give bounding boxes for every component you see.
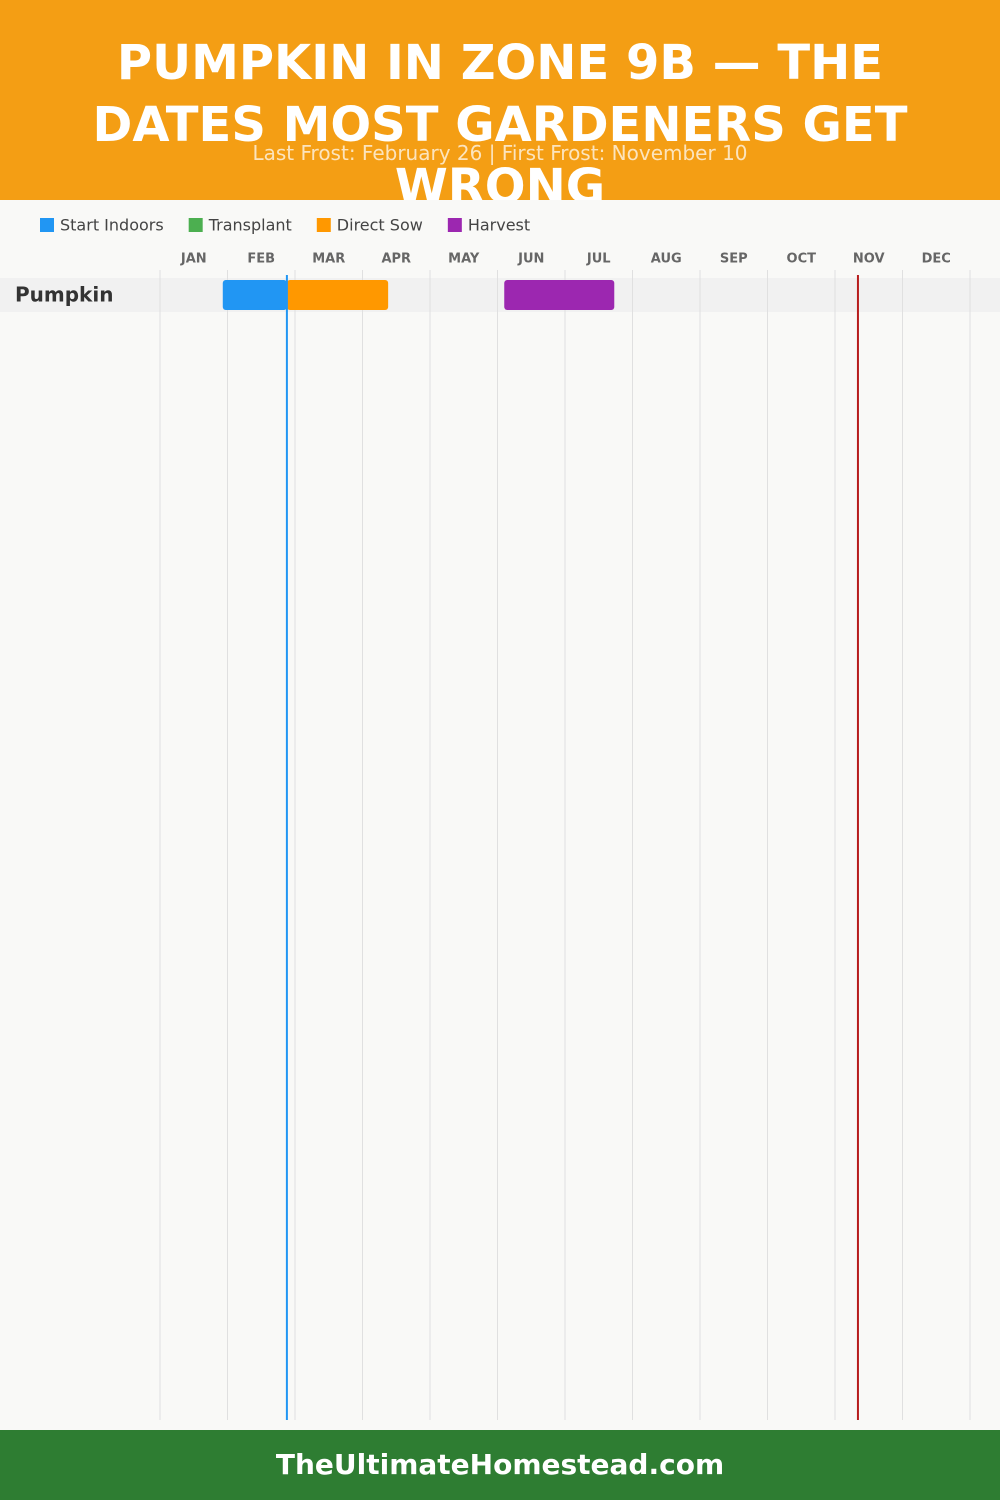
legend-label: Start Indoors <box>60 216 164 235</box>
bar <box>286 280 389 310</box>
bar <box>222 280 287 310</box>
legend-label: Direct Sow <box>337 216 423 235</box>
bar <box>504 280 615 310</box>
month-label: AUG <box>651 252 682 267</box>
title: PUMPKIN IN ZONE 9B — THE DATES MOST GARD… <box>92 35 908 200</box>
legend-swatch <box>447 218 462 232</box>
month-label: JUN <box>517 252 544 267</box>
month-label: MAY <box>448 252 480 267</box>
month-label: OCT <box>787 252 817 267</box>
header: PUMPKIN IN ZONE 9B — THE DATES MOST GARD… <box>0 0 1000 200</box>
month-label: DEC <box>922 252 951 267</box>
month-label: MAR <box>312 252 345 267</box>
subtitle: Last Frost: February 26 | First Frost: N… <box>252 141 748 165</box>
month-label: JAN <box>180 252 207 267</box>
legend-label: Transplant <box>208 216 292 235</box>
legend-swatch <box>188 218 203 232</box>
month-label: JUL <box>586 252 611 267</box>
row-label: Pumpkin <box>15 283 113 307</box>
month-label: FEB <box>247 252 275 267</box>
legend-swatch <box>316 218 331 232</box>
chart: Start Indoors Transplant Direct Sow Harvest… <box>0 216 1000 1420</box>
month-label: APR <box>381 252 411 267</box>
row-band <box>0 278 1000 312</box>
footer: TheUltimateHomestead.com <box>0 1430 1000 1500</box>
month-label: NOV <box>853 252 885 267</box>
legend-label: Harvest <box>468 216 530 235</box>
month-label: SEP <box>720 252 748 267</box>
legend-swatch <box>40 218 54 232</box>
